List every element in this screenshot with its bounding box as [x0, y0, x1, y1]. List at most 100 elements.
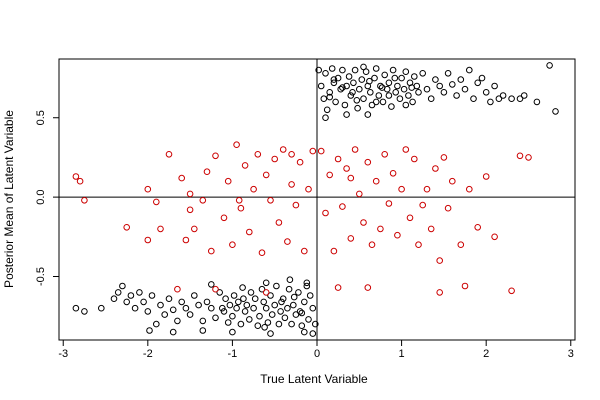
data-point: [229, 328, 236, 336]
data-point: [400, 85, 408, 93]
data-point: [377, 225, 384, 233]
data-point: [157, 301, 164, 309]
data-point: [385, 92, 393, 99]
data-point: [406, 214, 414, 222]
data-point: [436, 82, 444, 90]
data-point: [305, 316, 312, 323]
data-point: [367, 89, 374, 96]
data-point: [279, 295, 287, 303]
data-point: [402, 101, 410, 109]
data-point: [470, 95, 477, 102]
data-point: [533, 98, 541, 106]
data-point: [495, 95, 503, 102]
data-point: [258, 285, 266, 293]
data-point: [408, 84, 416, 91]
data-point: [381, 151, 389, 158]
data-point: [199, 317, 207, 325]
data-point: [326, 171, 334, 179]
data-point: [487, 98, 494, 106]
data-point: [339, 203, 346, 210]
data-point: [305, 185, 312, 193]
data-point: [267, 292, 274, 299]
data-point: [178, 298, 185, 306]
x-axis: -3 -2 -1 0 1 2 3: [58, 340, 574, 360]
data-point: [385, 79, 393, 87]
data-point: [301, 328, 308, 336]
data-point: [402, 68, 410, 75]
data-point: [364, 284, 372, 291]
data-point: [261, 324, 268, 331]
data-point: [482, 173, 490, 180]
data-point: [360, 63, 367, 71]
data-point: [191, 225, 198, 233]
data-point: [277, 308, 284, 315]
data-point: [419, 70, 427, 77]
data-point: [317, 147, 325, 155]
data-point: [516, 152, 524, 160]
data-point: [144, 185, 152, 193]
data-point: [250, 304, 257, 312]
data-point: [240, 295, 247, 303]
data-point: [267, 330, 274, 337]
data-point: [466, 66, 473, 74]
data-point: [292, 201, 300, 209]
data-point: [345, 73, 353, 80]
data-point: [203, 298, 211, 306]
data-point: [290, 293, 298, 301]
data-point: [203, 168, 211, 175]
data-point: [449, 177, 456, 185]
data-point: [466, 185, 473, 193]
data-point: [298, 322, 306, 330]
data-point: [453, 92, 460, 99]
data-point: [290, 301, 297, 309]
data-point: [199, 197, 207, 204]
data-point: [233, 141, 240, 148]
data-point: [222, 295, 229, 303]
data-point: [317, 82, 325, 90]
data-point: [178, 174, 185, 182]
data-point: [499, 92, 507, 99]
data-point: [301, 247, 308, 255]
data-point: [372, 65, 380, 72]
data-point: [378, 84, 386, 91]
data-point: [508, 287, 515, 295]
data-point: [415, 241, 422, 248]
data-point: [157, 225, 164, 233]
data-point: [396, 95, 404, 102]
data-point: [119, 282, 126, 290]
data-point: [127, 292, 135, 299]
data-point: [391, 74, 399, 82]
data-point: [247, 289, 255, 296]
data-point: [337, 85, 345, 93]
data-point: [371, 74, 378, 82]
data-point: [330, 76, 338, 83]
data-point: [262, 171, 270, 179]
data-point: [309, 147, 317, 155]
data-point: [326, 93, 334, 101]
data-point: [491, 82, 498, 90]
x-axis-title: True Latent Variable: [260, 372, 368, 386]
data-point: [332, 98, 339, 106]
data-point: [81, 308, 88, 315]
data-point: [286, 276, 294, 284]
data-point: [233, 304, 240, 312]
data-point: [508, 95, 515, 102]
data-point: [298, 309, 306, 317]
data-point: [174, 285, 181, 293]
data-point: [271, 155, 279, 163]
data-point: [199, 327, 207, 334]
data-point: [110, 295, 118, 303]
data-point: [165, 151, 173, 158]
data-point: [241, 308, 249, 315]
data-point: [144, 308, 152, 315]
data-point: [415, 89, 422, 96]
data-point: [461, 85, 469, 93]
data-point: [284, 304, 291, 312]
data-point: [427, 225, 435, 233]
data-point: [474, 224, 482, 231]
x-tick-label: 3: [568, 348, 574, 360]
data-point: [250, 185, 257, 193]
data-point: [278, 298, 285, 306]
data-point: [296, 158, 304, 166]
